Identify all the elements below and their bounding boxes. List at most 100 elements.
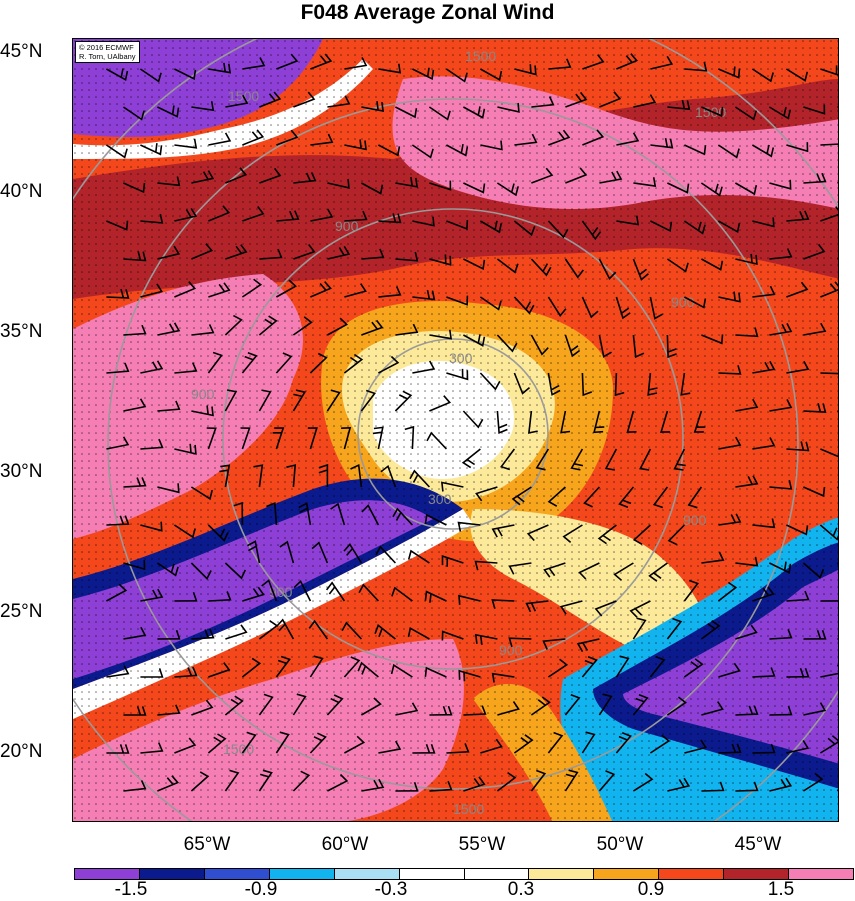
wind-barb <box>219 464 231 488</box>
wind-barb <box>527 410 538 434</box>
wind-barb <box>344 283 367 298</box>
wind-barb <box>581 372 593 397</box>
wind-barb <box>343 542 363 564</box>
wind-barb <box>275 655 291 678</box>
wind-barb <box>106 665 130 678</box>
wind-barb <box>429 254 452 266</box>
wind-barb <box>616 215 640 226</box>
wind-barb <box>258 389 272 412</box>
wind-barb <box>735 556 759 567</box>
wind-barb <box>139 68 162 83</box>
wind-barb <box>174 666 198 678</box>
wind-barb <box>581 296 599 319</box>
wind-barb <box>174 737 197 754</box>
wind-barb <box>547 658 569 678</box>
wind-barb <box>293 172 317 184</box>
wind-barb <box>259 248 283 260</box>
wind-barb <box>123 477 147 488</box>
wind-barb <box>701 106 724 118</box>
wind-barb <box>224 695 244 716</box>
wind-barb <box>140 143 163 156</box>
wind-barb <box>233 501 244 526</box>
wind-barb <box>819 735 838 754</box>
wind-barb <box>309 655 324 678</box>
wind-barb <box>308 619 329 640</box>
wind-barb <box>411 144 434 159</box>
wind-barb <box>632 258 649 281</box>
wind-barb <box>429 180 452 191</box>
wind-barb <box>191 405 214 417</box>
wind-barb <box>718 220 741 234</box>
wind-barb <box>123 560 146 571</box>
wind-barb <box>105 144 128 159</box>
wind-barb <box>499 448 516 471</box>
wind-barb <box>564 258 584 279</box>
wind-barb <box>693 410 706 433</box>
wind-barb <box>341 426 352 450</box>
wind-barb <box>298 502 312 526</box>
wind-barb <box>639 448 652 471</box>
wind-barb <box>718 291 741 303</box>
wind-barb <box>191 324 215 336</box>
wind-barb <box>820 600 838 602</box>
wind-barb <box>140 668 164 678</box>
wind-barb <box>360 389 377 412</box>
wind-barb <box>424 513 447 526</box>
wind-barb <box>174 281 197 298</box>
wind-barb <box>457 521 481 532</box>
wind-barb <box>327 317 349 336</box>
wind-barb <box>375 545 396 564</box>
wind-barb <box>615 732 632 754</box>
contour-label: 900 <box>683 512 707 528</box>
wind-barb <box>140 283 163 298</box>
wind-barb <box>293 579 312 602</box>
wind-barb <box>157 483 180 494</box>
wind-barb <box>560 410 571 434</box>
wind-barb <box>633 94 657 108</box>
wind-barb <box>718 66 741 79</box>
wind-barb <box>632 617 647 640</box>
wind-barb <box>173 524 196 539</box>
wind-barb <box>599 91 622 108</box>
contour-label: 1500 <box>223 741 254 757</box>
wind-barb <box>391 586 413 602</box>
wind-barb <box>241 657 262 678</box>
wind-barb <box>343 353 364 374</box>
wind-barb <box>446 295 469 306</box>
wind-barb <box>786 360 810 374</box>
wind-barb <box>666 696 687 716</box>
wind-barb <box>626 410 637 434</box>
wind-barb <box>412 216 435 227</box>
wind-barb <box>241 278 263 298</box>
wind-barb <box>190 771 210 792</box>
wind-barb <box>344 139 367 151</box>
stipple-overlay <box>73 39 838 821</box>
wind-barb <box>327 245 351 260</box>
wind-barb <box>475 486 498 502</box>
wind-barb <box>701 701 724 716</box>
colorbar-segment <box>269 869 335 879</box>
wind-barb <box>700 620 721 640</box>
wind-barb <box>446 368 469 381</box>
wind-barb <box>565 91 588 108</box>
wind-barb <box>496 182 519 197</box>
wind-barb <box>513 372 531 395</box>
wind-barb <box>318 463 329 487</box>
wind-barb <box>650 55 674 70</box>
wind-barb <box>310 53 333 70</box>
wind-barb <box>174 443 197 455</box>
wind-barb <box>751 144 775 158</box>
wind-barb <box>583 486 600 508</box>
wind-barb <box>701 551 725 564</box>
wind-barb <box>803 243 826 260</box>
wind-barb <box>491 599 515 609</box>
wind-barb <box>820 664 838 678</box>
wind-barb <box>330 502 346 526</box>
wind-barb <box>581 220 602 241</box>
wind-barb <box>208 132 232 146</box>
wind-barb <box>325 581 346 602</box>
wind-barb <box>785 68 809 82</box>
lat-label-25: 25°N <box>0 601 43 622</box>
wind-barb <box>157 775 180 792</box>
wind-barb <box>258 693 274 716</box>
